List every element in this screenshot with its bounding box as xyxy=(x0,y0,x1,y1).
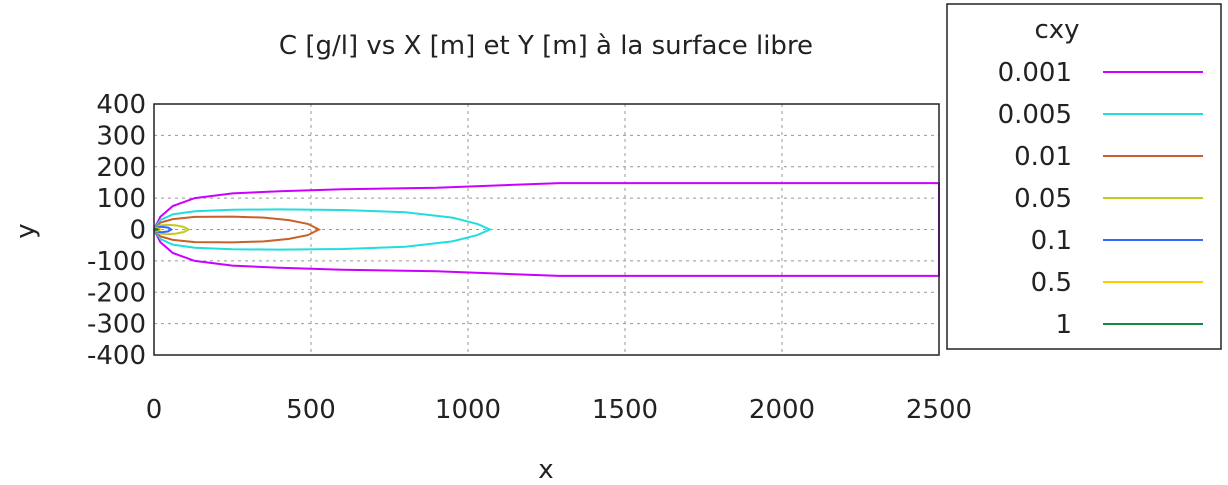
y-tick-label: -100 xyxy=(87,247,146,277)
contour-1 xyxy=(153,227,161,232)
legend-title: cxy xyxy=(1034,15,1079,45)
x-tick-label: 1000 xyxy=(435,395,501,425)
contour-0.005 xyxy=(153,208,493,251)
y-axis-label: y xyxy=(11,223,41,238)
x-tick-label: 2500 xyxy=(906,395,972,425)
legend-label: 0.005 xyxy=(998,100,1072,130)
x-tick-label: 1500 xyxy=(592,395,658,425)
contour-0.01 xyxy=(153,215,322,244)
x-tick-label: 0 xyxy=(146,395,163,425)
y-tick-label: -300 xyxy=(87,310,146,340)
legend-label: 0.05 xyxy=(1014,184,1072,214)
legend-label: 0.1 xyxy=(1031,226,1072,256)
y-tick-label: 200 xyxy=(96,153,146,183)
legend-label: 0.5 xyxy=(1031,268,1072,298)
x-tick-label: 500 xyxy=(286,395,336,425)
y-tick-label: 300 xyxy=(96,121,146,151)
plot-frame xyxy=(153,103,940,356)
y-tick-label: 100 xyxy=(96,184,146,214)
contour-0.1 xyxy=(153,225,174,234)
y-tick-label: -400 xyxy=(87,341,146,371)
grid xyxy=(154,104,939,355)
y-tick-label: -200 xyxy=(87,278,146,308)
chart-title: C [g/l] vs X [m] et Y [m] à la surface l… xyxy=(279,31,813,61)
legend-label: 1 xyxy=(1055,310,1072,340)
legend-label: 0.01 xyxy=(1014,142,1072,172)
x-tick-labels: 0 500 1000 1500 2000 2500 xyxy=(146,395,972,425)
y-tick-label: 400 xyxy=(96,90,146,120)
x-tick-label: 2000 xyxy=(749,395,815,425)
x-axis-label: x xyxy=(538,455,553,485)
legend-box xyxy=(946,3,1222,350)
y-tick-label: 0 xyxy=(129,216,146,246)
contour-0.05 xyxy=(153,223,191,236)
legend-entries: 0.001 0.005 0.01 0.05 0.1 0.5 1 xyxy=(998,58,1203,340)
legend-label: 0.001 xyxy=(998,58,1072,88)
